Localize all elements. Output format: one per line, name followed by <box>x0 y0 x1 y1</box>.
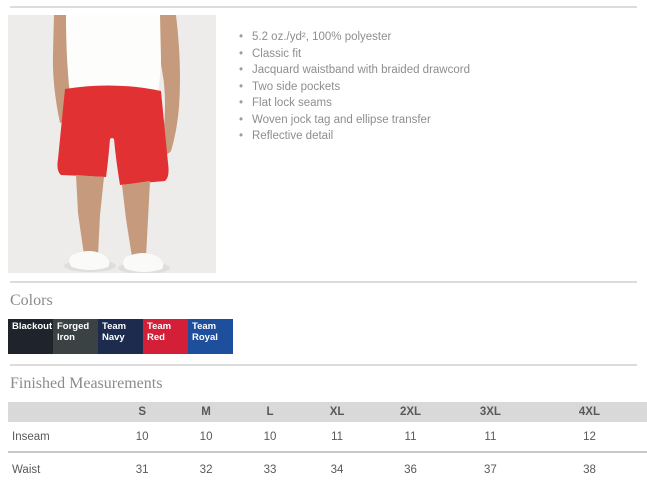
feature-item: Jacquard waistband with braided drawcord <box>237 62 470 79</box>
waist-value: 34 <box>301 451 373 487</box>
product-overview: 5.2 oz./yd², 100% polyester Classic fit … <box>0 8 647 273</box>
size-header-3xl: 3XL <box>448 402 532 422</box>
feature-item: Classic fit <box>237 46 470 63</box>
waist-value: 37 <box>448 451 532 487</box>
size-header-4xl: 4XL <box>531 402 647 422</box>
section-divider <box>10 364 637 366</box>
inseam-value: 10 <box>263 430 277 443</box>
top-divider <box>10 6 637 8</box>
model-right-shoe <box>123 253 164 272</box>
model-left-shoe <box>69 251 110 270</box>
section-divider <box>10 281 637 283</box>
inseam-value: 10 <box>199 430 213 443</box>
waist-value: 36 <box>372 451 449 487</box>
measurements-section-title: Finished Measurements <box>10 375 163 392</box>
size-header-m: M <box>174 402 239 422</box>
row-label-inseam: Inseam <box>12 430 50 443</box>
feature-item: Two side pockets <box>237 79 470 96</box>
inseam-value: 12 <box>583 430 596 443</box>
colors-section-title: Colors <box>10 292 53 309</box>
waist-value: 32 <box>174 451 239 487</box>
inseam-value: 10 <box>135 430 149 443</box>
model-shorts <box>57 85 169 185</box>
model-tshirt <box>66 15 161 103</box>
table-row-inseam: Inseam 10 10 10 11 11 11 12 <box>8 422 647 452</box>
product-detail-page: 5.2 oz./yd², 100% polyester Classic fit … <box>0 6 647 487</box>
waist-value: 38 <box>531 451 647 487</box>
measurements-header-row: S M L XL 2XL 3XL 4XL <box>8 402 647 422</box>
color-swatch-blackout[interactable]: Blackout <box>8 319 53 354</box>
feature-item: 5.2 oz./yd², 100% polyester <box>237 29 470 46</box>
feature-item: Reflective detail <box>237 128 470 145</box>
feature-item: Woven jock tag and ellipse transfer <box>237 112 470 129</box>
model-right-leg <box>122 181 150 257</box>
size-header-blank <box>8 402 111 422</box>
size-header-2xl: 2XL <box>372 402 449 422</box>
feature-list: 5.2 oz./yd², 100% polyester Classic fit … <box>237 29 470 273</box>
color-swatch-team-royal[interactable]: Team Royal <box>188 319 233 354</box>
inseam-value: 11 <box>404 430 417 443</box>
waist-value: 31 <box>110 451 175 487</box>
model-left-leg <box>76 175 104 255</box>
inseam-value: 11 <box>331 430 344 443</box>
color-swatch-team-navy[interactable]: Team Navy <box>98 319 143 354</box>
feature-item: Flat lock seams <box>237 95 470 112</box>
row-label-waist: Waist <box>8 451 111 487</box>
size-header-xl: XL <box>301 402 373 422</box>
product-photo <box>8 15 216 273</box>
color-swatch-row: Blackout Forged Iron Team Navy Team Red … <box>8 319 647 354</box>
size-header-l: L <box>238 402 302 422</box>
waist-value: 33 <box>238 451 302 487</box>
color-swatch-team-red[interactable]: Team Red <box>143 319 188 354</box>
color-swatch-forged-iron[interactable]: Forged Iron <box>53 319 98 354</box>
inseam-value: 11 <box>484 430 497 443</box>
measurements-table: S M L XL 2XL 3XL 4XL Inseam 10 10 10 11 … <box>8 402 647 487</box>
size-header-s: S <box>110 402 175 422</box>
table-row-waist: Waist 31 32 33 34 36 37 38 <box>8 451 647 487</box>
